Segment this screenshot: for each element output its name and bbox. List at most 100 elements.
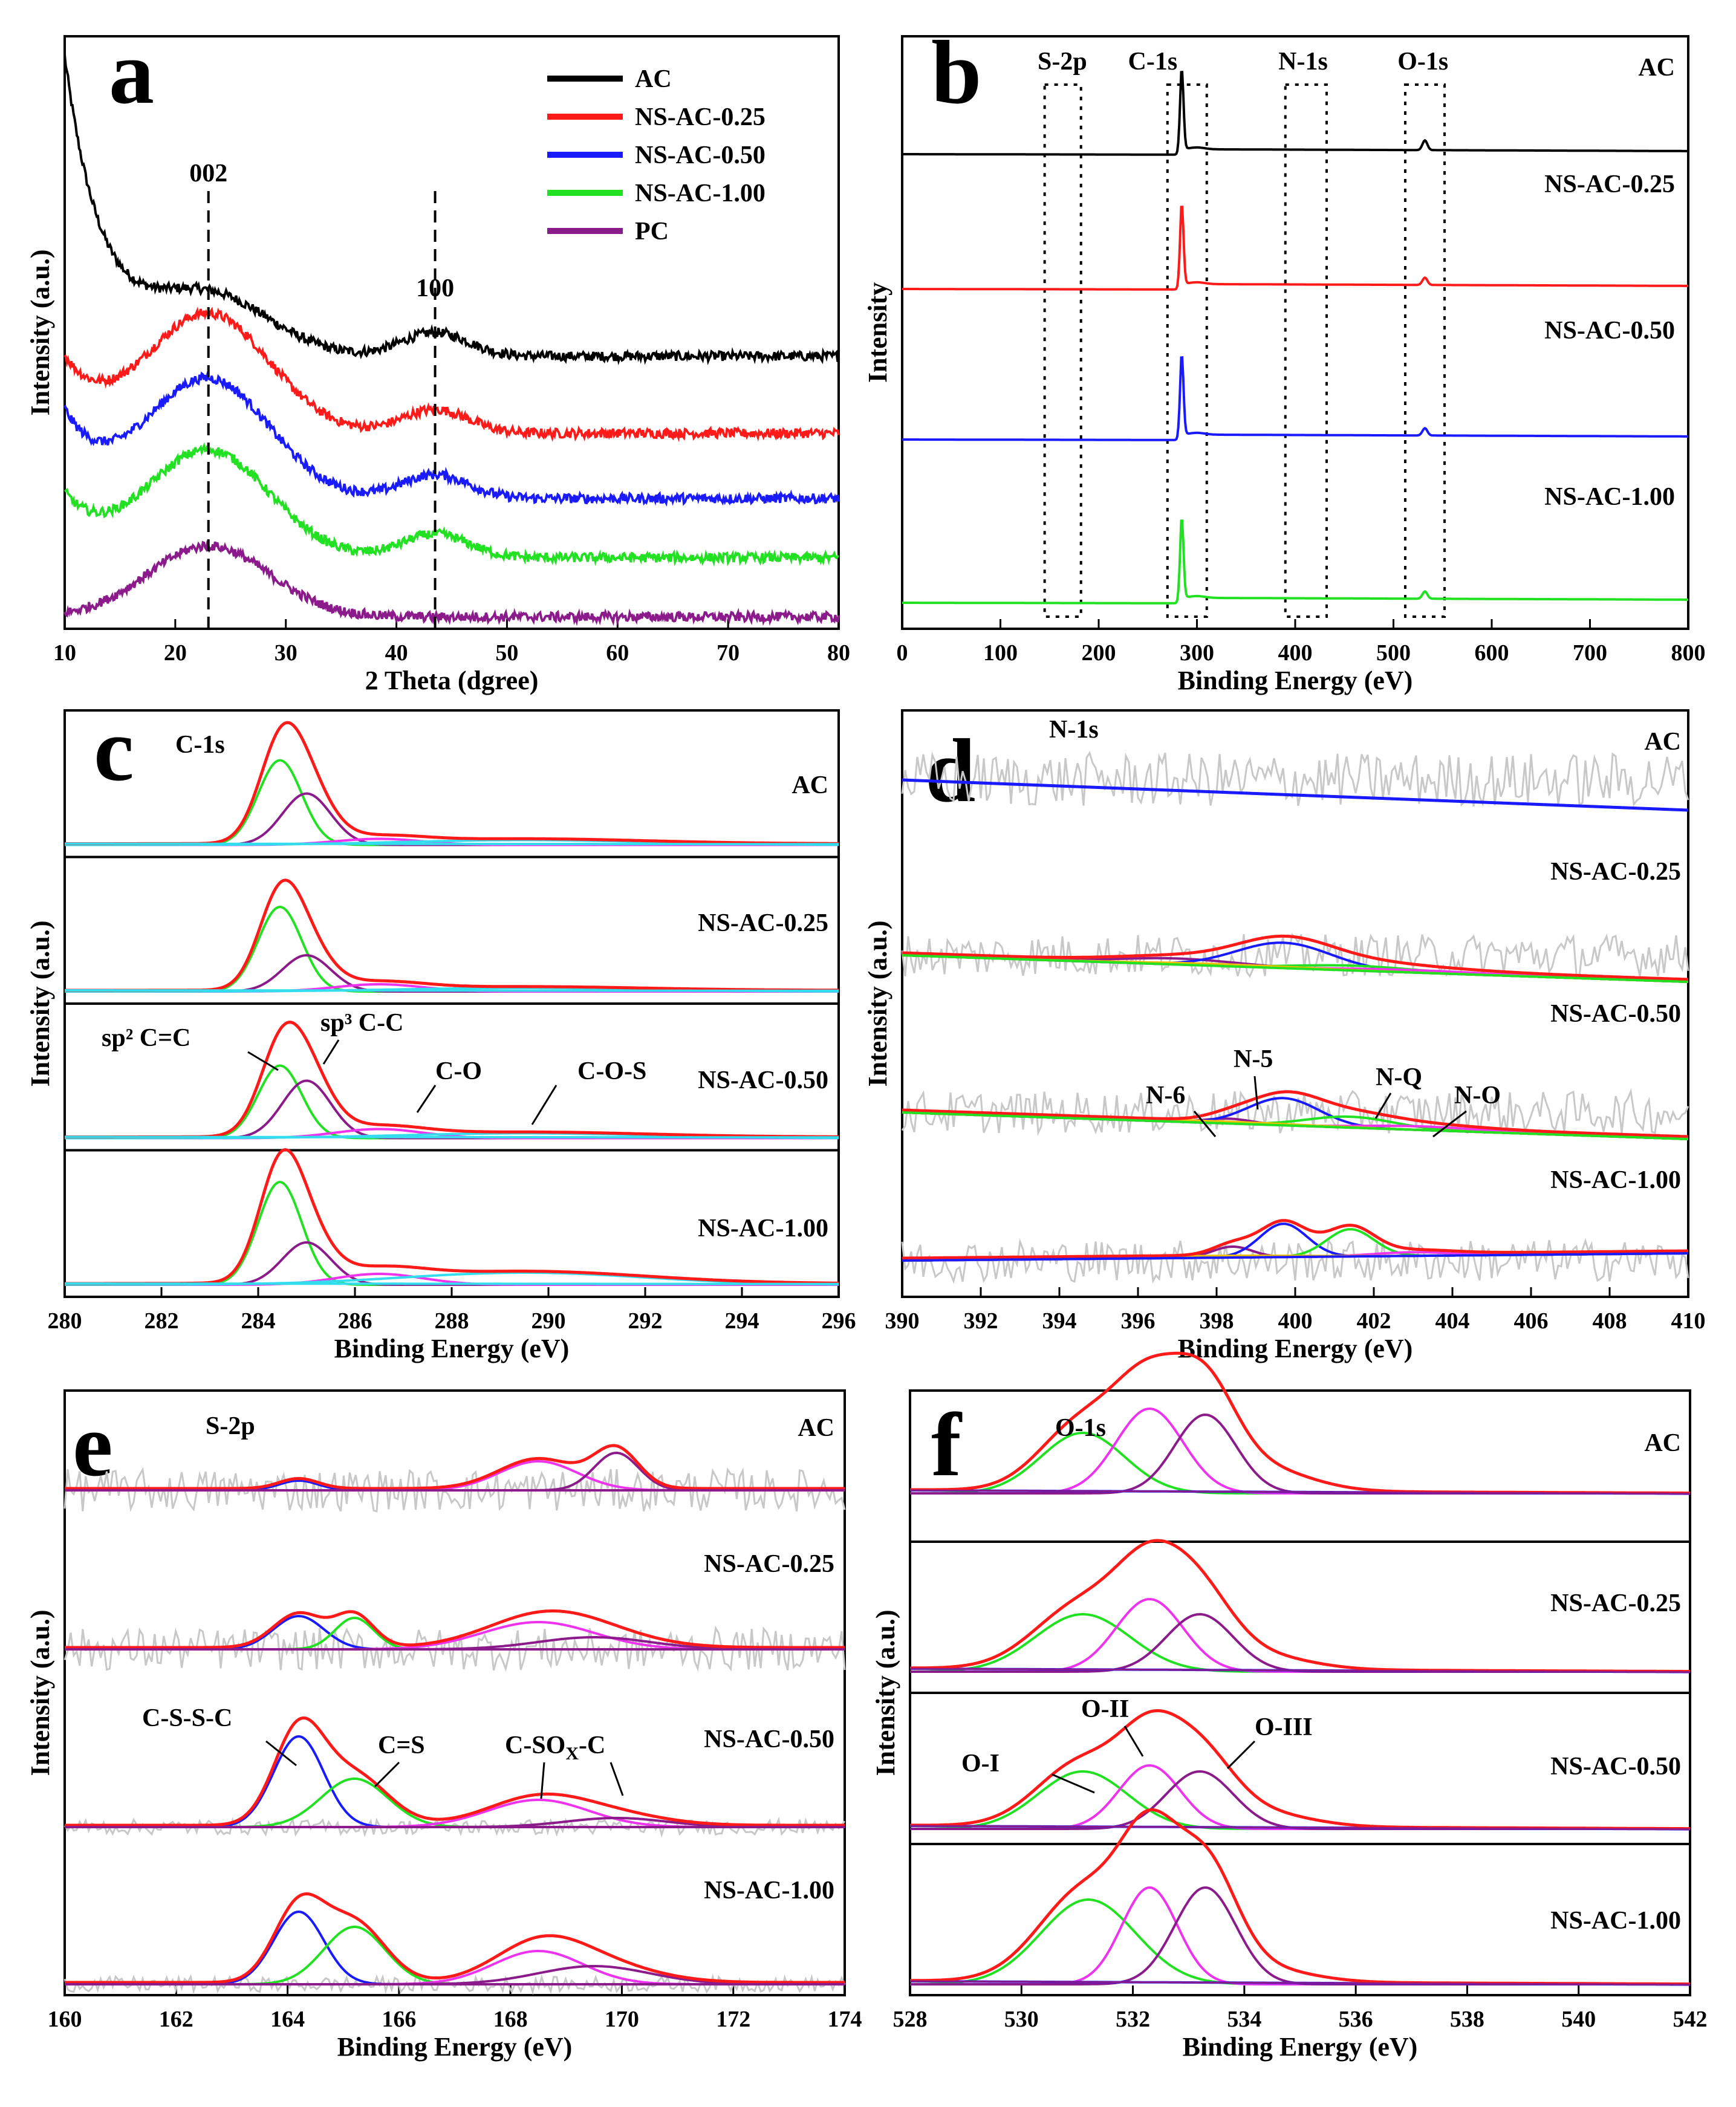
panel-d-tick-label: 396 <box>1121 1308 1156 1334</box>
panel-f-envelope-curve <box>910 1808 1690 1986</box>
panel-f-component-curve <box>910 1886 1690 1985</box>
panel-b-tick-label: 600 <box>1475 640 1509 666</box>
panel-a-tick-label: 30 <box>275 640 297 666</box>
panel-e-sample-label: NS-AC-1.00 <box>704 1877 834 1904</box>
panel-f-component-curve <box>910 1413 1690 1495</box>
panel-c-tick-label: 282 <box>145 1308 179 1334</box>
panel-e-annotation: C-SOX-C <box>505 1732 605 1764</box>
panel-e-axis-frame <box>63 1389 846 1996</box>
panel-c-tick-label: 288 <box>435 1308 469 1334</box>
panel-b-region-label: C-1s <box>1128 48 1178 76</box>
panel-c-tick-label: 286 <box>338 1308 372 1334</box>
panel-f-baseline-2 <box>910 1980 1690 1986</box>
panel-a-tick-label: 70 <box>717 640 740 666</box>
panel-e-annotation: C=S <box>378 1732 425 1759</box>
panel-a-legend-label: NS-AC-0.25 <box>635 103 766 131</box>
panel-b-series-line <box>902 356 1688 441</box>
panel-b-sample-label: AC <box>1638 54 1675 82</box>
panel-f-annotation: O-I <box>961 1750 1000 1777</box>
panel-c-annotation: sp² C=C <box>102 1024 190 1052</box>
panel-d-tick-label: 408 <box>1593 1308 1627 1334</box>
panel-f-tick-label: 538 <box>1450 2007 1484 2032</box>
panel-f-sample-label: NS-AC-0.50 <box>1550 1753 1681 1781</box>
panel-b-series-line <box>902 206 1688 291</box>
panel-d-sample-label: NS-AC-0.25 <box>1550 858 1681 886</box>
panel-d-baseline <box>902 954 1689 983</box>
panel-b-region-box <box>1284 83 1328 618</box>
panel-d-core-label: N-1s <box>1049 716 1099 744</box>
panel-b-sample-label: NS-AC-0.50 <box>1544 317 1675 345</box>
panel-e-component-curve <box>65 1950 845 1985</box>
panel-e-tick-label: 168 <box>493 2007 528 2032</box>
panel-d-annotation: N-Q <box>1376 1063 1422 1091</box>
panel-d-xlabel: Binding Energy (eV) <box>1178 1334 1413 1363</box>
panel-e-xlabel: Binding Energy (eV) <box>337 2032 573 2062</box>
panel-c-component-curve <box>65 1241 839 1286</box>
panel-d-tick-label: 400 <box>1278 1308 1313 1334</box>
panel-c-xlabel: Binding Energy (eV) <box>334 1334 570 1363</box>
panel-b-tick-label: 400 <box>1278 640 1313 666</box>
panel-a-axis-frame <box>63 35 840 630</box>
panel-c-annotation-arrow <box>247 1051 279 1071</box>
panel-e-tick-label: 170 <box>605 2007 639 2032</box>
panel-d: 390 392 394 396 398 400 402 404 406 408 410 Binding… <box>863 709 1706 1363</box>
panel-e-annotation: C-S-S-C <box>142 1704 232 1732</box>
panel-a-series-line <box>63 307 840 443</box>
panel-f-component-curve <box>910 1407 1690 1495</box>
panel-e-annotation-arrow <box>610 1762 624 1796</box>
panel-a-tick-label: 10 <box>53 640 76 666</box>
panel-d-ylabel: Intensity (a.u.) <box>863 920 892 1086</box>
panel-b-region-box <box>1166 83 1208 618</box>
panel-d-sample-label: AC <box>1644 728 1681 756</box>
panel-f-letter: f <box>931 1395 963 1495</box>
panel-f-annotation-arrow <box>1123 1726 1144 1757</box>
panel-e-envelope-curve <box>65 1609 845 1649</box>
panel-b-tick-label: 500 <box>1376 640 1411 666</box>
panel-f-sample-label: AC <box>1644 1429 1681 1457</box>
panel-f-component-curve <box>910 1886 1690 1985</box>
panel-c-annotation-arrow <box>531 1085 558 1125</box>
panel-c-annotation: C-O-S <box>577 1057 646 1085</box>
panel-e-sample-label: NS-AC-0.50 <box>704 1726 834 1753</box>
panel-c-sample-label: AC <box>792 771 828 799</box>
panel-c-tick-label: 292 <box>628 1308 663 1334</box>
panel-c-baseline <box>65 989 839 992</box>
panel-e-tick-label: 160 <box>48 2007 82 2032</box>
panel-f-envelope-curve <box>910 1351 1690 1495</box>
panel-d-annotation: N-O <box>1454 1082 1501 1109</box>
panel-d-tick-label: 390 <box>885 1308 920 1334</box>
panel-e-annotation-arrow <box>374 1761 400 1788</box>
panel-f-sample-label: NS-AC-0.25 <box>1550 1589 1681 1617</box>
panel-d-baseline <box>902 1111 1689 1140</box>
panel-f-sample-label: NS-AC-1.00 <box>1550 1907 1681 1935</box>
panel-d-tick-label: 398 <box>1200 1308 1234 1334</box>
panel-a-legend-label: PC <box>635 218 669 245</box>
panel-b-ylabel: Intensity <box>863 282 892 383</box>
panel-a-tick-label: 80 <box>827 640 850 666</box>
panel-d-envelope-curve <box>902 1090 1689 1138</box>
panel-c-tick-label: 294 <box>725 1308 759 1334</box>
panel-d-sample-label: NS-AC-0.50 <box>1550 1000 1681 1028</box>
panel-f-annotation: O-II <box>1081 1695 1129 1723</box>
panel-c-sample-label: NS-AC-0.25 <box>698 909 828 937</box>
panel-a-peak-label: 100 <box>416 274 454 302</box>
panel-c-annotation-arrow <box>416 1085 437 1113</box>
panel-b-tick-label: 300 <box>1180 640 1214 666</box>
panel-c-baseline <box>65 1135 839 1139</box>
panel-e: 160 162 164 166 168 170 172 174 Binding Energy (… <box>25 1389 862 2062</box>
panel-f-component-curve <box>910 1613 1690 1673</box>
panel-e-envelope-curve <box>65 1892 845 1984</box>
panel-a-letter: a <box>109 22 154 123</box>
panel-f-baseline-2 <box>910 1489 1690 1495</box>
panel-c-core-label: C-1s <box>175 731 225 759</box>
panel-e-envelope-curve <box>65 1716 845 1827</box>
panel-f-tick-label: 528 <box>893 2007 928 2032</box>
panel-d-annotation-arrow <box>1432 1110 1467 1138</box>
panel-c-annotation-arrow <box>322 1039 340 1065</box>
panel-e-tick-label: 174 <box>828 2007 862 2032</box>
panel-a-series-line <box>64 442 839 567</box>
panel-b-series-line <box>902 71 1688 156</box>
panel-a-legend-label: NS-AC-0.50 <box>635 141 766 169</box>
panel-e-component-curve <box>65 1910 845 1985</box>
